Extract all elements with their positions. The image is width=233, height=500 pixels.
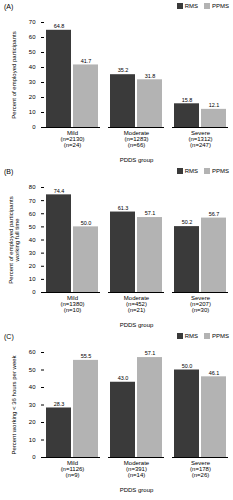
svg-text:PDDS group: PDDS group [120,487,154,493]
svg-text:50.0: 50.0 [182,363,193,369]
svg-text:PDDS group: PDDS group [120,322,154,328]
html-text:(C): (C) [4,332,14,340]
svg-text:Percent of employed participan: Percent of employed participants [11,31,17,118]
svg-text:40: 40 [29,64,36,70]
svg-text:40: 40 [29,237,36,243]
svg-text:Moderate(n=1283)(n=66): Moderate(n=1283)(n=66) [124,130,150,148]
svg-text:30: 30 [29,79,36,85]
svg-text:41.7: 41.7 [81,58,92,64]
svg-text:Percent of employed participan: Percent of employed participantsworking … [8,196,20,283]
svg-text:PDDS group: PDDS group [120,157,154,163]
svg-text:35.2: 35.2 [118,67,129,73]
svg-text:43.0: 43.0 [118,375,129,381]
svg-text:0: 0 [32,454,36,460]
svg-text:80: 80 [29,184,36,190]
svg-text:20: 20 [29,419,36,425]
svg-text:50.2: 50.2 [182,219,193,225]
svg-text:46.1: 46.1 [209,370,220,376]
svg-text:60: 60 [29,34,36,40]
html-text:RMS: RMS [184,3,198,9]
svg-text:0: 0 [32,124,36,130]
svg-text:31.8: 31.8 [145,73,156,79]
svg-text:64.8: 64.8 [54,23,65,29]
html-text:(B): (B) [4,167,14,175]
svg-text:Percent working < 36 hours per: Percent working < 36 hours per week [11,354,17,454]
svg-text:50: 50 [29,49,36,55]
svg-text:20: 20 [29,94,36,100]
svg-text:28.3: 28.3 [54,401,65,407]
svg-text:70: 70 [29,19,36,25]
svg-text:15.8: 15.8 [182,97,193,103]
svg-text:74.4: 74.4 [54,188,65,194]
svg-text:56.7: 56.7 [209,211,220,217]
svg-text:50.0: 50.0 [81,220,92,226]
svg-text:61.3: 61.3 [118,205,129,211]
svg-text:55.5: 55.5 [81,353,92,359]
svg-text:Severe(n=207)(n=30): Severe(n=207)(n=30) [190,295,211,313]
html-text:RMS: RMS [184,333,198,339]
svg-text:Moderate(n=452)(n=21): Moderate(n=452)(n=21) [124,295,150,313]
svg-text:40: 40 [29,384,36,390]
svg-text:10: 10 [29,109,36,115]
html-text:PPMS: PPMS [212,3,229,9]
svg-text:Mild(n=2130)(n=24): Mild(n=2130)(n=24) [60,130,84,148]
svg-text:Moderate(n=391)(n=14): Moderate(n=391)(n=14) [124,460,150,478]
svg-text:10: 10 [29,437,36,443]
svg-text:60: 60 [29,349,36,355]
svg-text:50: 50 [29,224,36,230]
html-text:PPMS: PPMS [212,333,229,339]
svg-text:20: 20 [29,263,36,269]
svg-text:60: 60 [29,211,36,217]
svg-text:Mild(n=1126)(n=9): Mild(n=1126)(n=9) [61,460,85,478]
svg-text:50: 50 [29,367,36,373]
svg-text:0: 0 [32,289,36,295]
svg-text:12.1: 12.1 [209,102,220,108]
svg-text:Severe(n=178)(n=26): Severe(n=178)(n=26) [190,460,211,478]
svg-text:57.1: 57.1 [145,210,156,216]
svg-text:Mild(n=1380)(n=10): Mild(n=1380)(n=10) [60,295,84,313]
svg-text:10: 10 [29,276,36,282]
svg-text:Severe(n=1312)(n=247): Severe(n=1312)(n=247) [188,130,212,148]
html-text:(A): (A) [4,2,14,10]
svg-text:70: 70 [29,198,36,204]
html-text:PPMS: PPMS [212,168,229,174]
svg-text:57.1: 57.1 [145,350,156,356]
svg-text:30: 30 [29,250,36,256]
html-text:RMS: RMS [184,168,198,174]
svg-text:30: 30 [29,402,36,408]
